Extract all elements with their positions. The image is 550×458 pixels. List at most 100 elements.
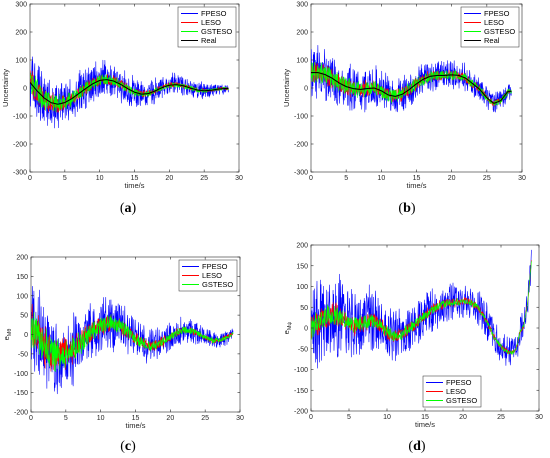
x-tick-label: 0 <box>29 415 33 422</box>
panel-a: 0 5 10 15 20 25 30 -300 -200 -100 0 100 200 300 time/s… <box>1 2 243 217</box>
panel-c: 0 5 10 15 20 25 30 -200 -150 -100 -50 0 50 100 150 200 t… <box>2 255 244 455</box>
y-tick-label: -100 <box>14 371 28 378</box>
y-tick-label: 0 <box>304 86 308 93</box>
x-tick-label: 0 <box>28 175 32 182</box>
panel-b: 0 5 10 15 20 25 30 -300 -200 -100 0 100 200 300 time/s… <box>282 2 526 217</box>
x-tick-label: 30 <box>235 175 243 182</box>
x-axis-label: time/s <box>125 421 145 430</box>
x-tick-label: 15 <box>131 175 139 182</box>
x-tick-label: 30 <box>236 415 244 422</box>
panel-d: 0 5 10 15 20 25 30 -200 -150 -100 -50 0 50 100 150 200 t… <box>282 243 543 455</box>
y-tick-label: -200 <box>294 142 308 149</box>
y-tick-label: 200 <box>296 243 308 250</box>
x-tick-label: 5 <box>344 175 348 182</box>
legend-entry: FPESO <box>201 9 227 18</box>
x-tick-label: 15 <box>413 175 421 182</box>
series-real-line <box>311 72 512 104</box>
x-axis-label: time/s <box>124 181 144 190</box>
series-gsteso-line <box>30 72 229 113</box>
legend-entry: Real <box>201 36 217 45</box>
x-tick-label: 15 <box>132 415 140 422</box>
x-tick-label: 20 <box>166 415 174 422</box>
series-fpeso-line <box>311 249 532 369</box>
legend-entry: LESO <box>484 18 504 27</box>
x-tick-label: 10 <box>97 415 105 422</box>
x-tick-label: 10 <box>377 175 385 182</box>
legend-entry: LESO <box>446 387 466 396</box>
y-tick-label: -50 <box>18 351 28 358</box>
y-tick-label: 300 <box>296 2 308 9</box>
legend-entry: GSTESO <box>484 27 515 36</box>
x-tick-label: 30 <box>535 414 543 421</box>
x-tick-label: 5 <box>64 415 68 422</box>
y-tick-label: -100 <box>13 114 27 121</box>
legend-entry: FPESO <box>446 378 472 387</box>
y-tick-label: -100 <box>294 367 308 374</box>
y-tick-label: -200 <box>14 410 28 417</box>
y-tick-label: 150 <box>296 263 308 270</box>
y-tick-label: -200 <box>294 409 308 416</box>
y-tick-label: 300 <box>15 2 27 9</box>
y-axis-label: Uncertainty <box>282 69 291 107</box>
series-gsteso-line <box>311 261 532 355</box>
x-tick-label: 20 <box>459 414 467 421</box>
x-tick-label: 25 <box>201 415 209 422</box>
y-tick-label: 200 <box>296 30 308 37</box>
series-real-line <box>30 79 229 105</box>
y-tick-label: -100 <box>294 114 308 121</box>
y-tick-label: -300 <box>13 170 27 177</box>
y-tick-label: -150 <box>294 388 308 395</box>
y-tick-label: 50 <box>300 305 308 312</box>
y-tick-label: 200 <box>16 255 28 262</box>
y-tick-label: 0 <box>23 86 27 93</box>
y-axis-label: eMθ <box>2 329 13 341</box>
x-tick-label: 25 <box>497 414 505 421</box>
x-axis-label: time/s <box>406 181 426 190</box>
x-tick-label: 0 <box>309 175 313 182</box>
y-tick-label: 0 <box>24 332 28 339</box>
legend-entry: LESO <box>202 271 222 280</box>
series-gsteso-line <box>31 312 234 373</box>
y-tick-label: -150 <box>14 390 28 397</box>
y-axis-label: Uncertainty <box>1 69 10 107</box>
x-tick-label: 5 <box>63 175 67 182</box>
y-axis-label: eMψ <box>282 322 293 335</box>
panel-caption: (a) <box>120 201 137 216</box>
x-tick-label: 25 <box>200 175 208 182</box>
y-tick-label: 0 <box>304 326 308 333</box>
x-tick-label: 10 <box>383 414 391 421</box>
y-tick-label: 100 <box>296 284 308 291</box>
legend-entry: FPESO <box>484 9 510 18</box>
panel-caption: (c) <box>120 439 136 454</box>
x-tick-label: 15 <box>421 414 429 421</box>
x-tick-label: 30 <box>518 175 526 182</box>
x-tick-label: 20 <box>448 175 456 182</box>
legend-entry: Real <box>484 36 500 45</box>
legend-entry: GSTESO <box>446 396 477 405</box>
y-tick-label: 100 <box>16 293 28 300</box>
y-tick-label: -50 <box>298 346 308 353</box>
y-tick-label: 100 <box>296 58 308 65</box>
panel-caption: (d) <box>408 439 425 454</box>
legend-entry: LESO <box>201 18 221 27</box>
legend-entry: GSTESO <box>202 280 233 289</box>
x-tick-label: 25 <box>483 175 491 182</box>
legend-entry: FPESO <box>202 262 228 271</box>
y-tick-label: 100 <box>15 58 27 65</box>
x-tick-label: 10 <box>96 175 104 182</box>
x-tick-label: 0 <box>309 414 313 421</box>
y-tick-label: -300 <box>294 170 308 177</box>
x-tick-label: 5 <box>347 414 351 421</box>
y-tick-label: 200 <box>15 30 27 37</box>
panel-caption: (b) <box>398 201 415 216</box>
x-axis-label: time/s <box>415 420 435 429</box>
legend-entry: GSTESO <box>201 27 232 36</box>
y-tick-label: 150 <box>16 274 28 281</box>
y-tick-label: -200 <box>13 142 27 149</box>
x-tick-label: 20 <box>165 175 173 182</box>
